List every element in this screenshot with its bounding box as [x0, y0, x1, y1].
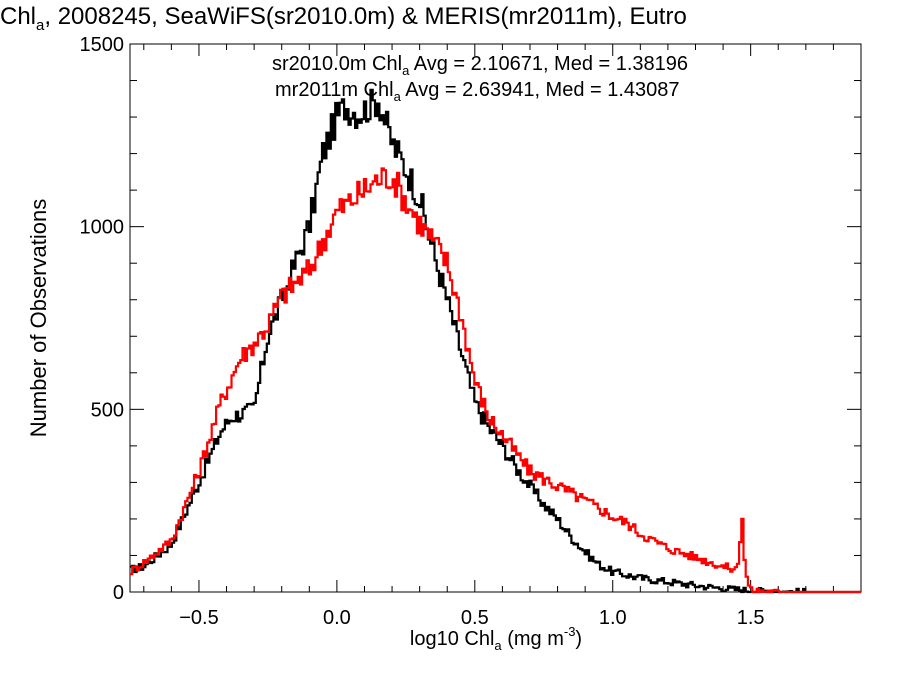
x-tick-label: 0.5 — [461, 607, 489, 629]
y-tick-label: 500 — [91, 399, 124, 421]
series-line-black — [130, 88, 861, 594]
legend-entry-black: sr2010.0m Chla Avg = 2.10671, Med = 1.38… — [272, 53, 688, 78]
legend-entry-red: mr2011m Chla Avg = 2.63941, Med = 1.4308… — [275, 79, 680, 104]
axis-ticks: −0.5 0.0 0.5 1.0 1.5 0 500 1000 1500 — [80, 34, 862, 629]
x-tick-label: −0.5 — [179, 607, 218, 629]
series-line-red — [130, 167, 861, 594]
x-tick-label: 0.0 — [323, 607, 351, 629]
y-tick-label: 1000 — [80, 217, 125, 239]
x-tick-label: 1.0 — [599, 607, 627, 629]
title-subscript: a — [36, 17, 45, 34]
y-tick-label: 0 — [113, 582, 124, 604]
plot-frame — [129, 43, 862, 593]
chart-title: Chla, 2008245, SeaWiFS(sr2010.0m) & MERI… — [0, 3, 687, 34]
title-rest: , 2008245, SeaWiFS(sr2010.0m) & MERIS(mr… — [44, 3, 686, 30]
x-tick-label: 1.5 — [737, 607, 765, 629]
y-axis-label: Number of Observations — [26, 199, 51, 437]
title-prefix: Chl — [0, 3, 36, 30]
series-layer — [130, 88, 861, 594]
x-axis-label: log10 Chla (mg m-3) — [410, 624, 582, 653]
y-tick-label: 1500 — [80, 34, 125, 56]
